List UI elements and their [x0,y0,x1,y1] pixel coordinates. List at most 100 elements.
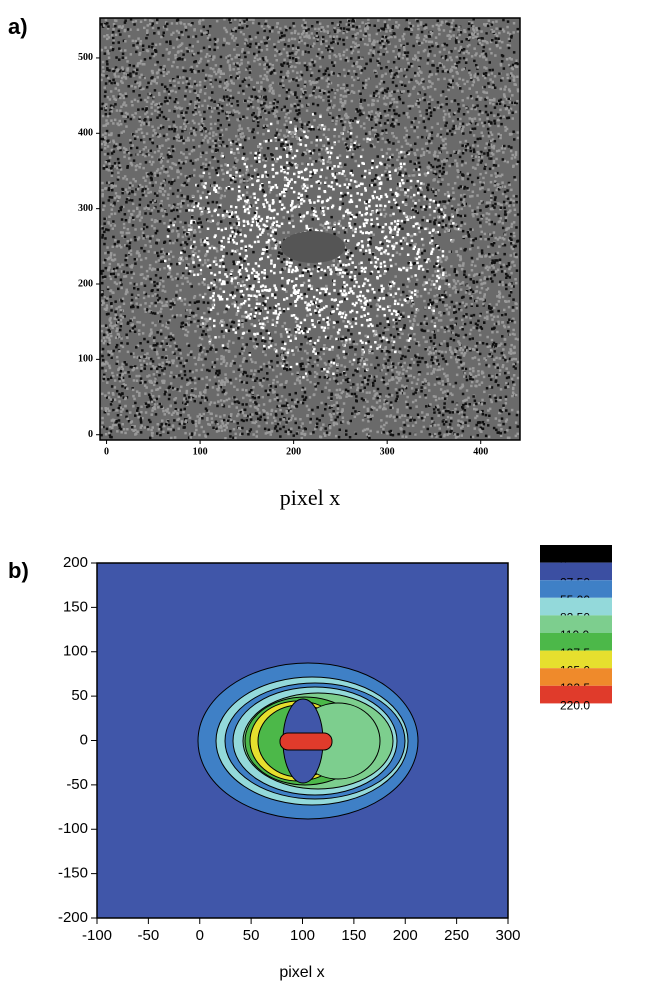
pixel [246,117,249,120]
pixel [368,52,371,55]
pixel [241,348,244,351]
pixel [405,370,408,373]
pixel [443,402,446,405]
pixel [135,283,138,286]
pixel [313,169,316,172]
pixel [103,337,106,340]
pixel [371,110,374,113]
pixel [280,39,283,42]
pixel [383,273,386,276]
pixel [388,165,391,168]
pixel [273,272,276,275]
pixel [184,182,187,185]
pixel [364,278,367,281]
pixel [504,210,507,213]
pixel [269,205,272,208]
pixel [112,122,115,125]
pixel [139,219,142,222]
pixel [361,267,364,270]
pixel [443,78,446,81]
pixel [488,143,491,146]
pixel [232,97,235,100]
pixel [360,291,363,294]
pixel [367,420,370,423]
pixel [312,128,315,131]
pixel [445,375,448,378]
pixel [313,37,316,40]
pixel [494,198,497,201]
pixel [488,223,491,226]
pixel [264,354,267,357]
pixel [322,318,325,321]
pixel [136,409,139,412]
pixel [258,215,261,218]
pixel [288,95,291,98]
pixel [190,321,193,324]
pixel [203,430,206,433]
pixel [236,415,239,418]
pixel [342,54,345,57]
pixel [180,50,183,53]
pixel [128,210,131,213]
pixel [118,58,121,61]
pixel [415,356,418,359]
pixel [179,167,182,170]
pixel [343,83,346,86]
pixel [457,103,460,106]
pixel [201,378,204,381]
pixel [478,253,481,256]
pixel [207,191,210,194]
pixel [342,344,345,347]
pixel [417,106,420,109]
pixel [246,220,249,223]
pixel [477,73,480,76]
pixel [274,46,277,49]
pixel [221,229,224,232]
pixel [444,147,447,150]
pixel [107,413,110,416]
pixel [312,431,315,434]
pixel [381,288,384,291]
pixel [369,138,372,141]
pixel [386,317,389,320]
pixel [249,196,252,199]
pixel [159,300,162,303]
pixel [151,43,154,46]
pixel [254,241,256,244]
pixel [479,225,482,228]
pixel [102,74,105,77]
pixel [243,33,246,36]
pixel [311,163,314,166]
pixel [463,29,466,32]
pixel [123,72,126,75]
pixel [359,93,362,96]
pixel [220,73,223,76]
pixel [225,379,228,382]
pixel [285,328,288,331]
pixel [481,132,484,135]
pixel [132,217,135,220]
pixel [130,271,133,274]
pixel [144,19,147,22]
pixel [402,54,405,57]
pixel [463,48,466,51]
pixel [348,20,351,23]
pixel [474,427,477,430]
pixel [332,106,335,109]
pixel [337,293,340,296]
pixel [156,351,159,354]
pixel [294,155,297,158]
pixel [160,200,163,203]
pixel [511,409,514,412]
pixel [451,401,454,404]
pixel [215,79,218,82]
pixel [318,336,321,339]
pixel [326,370,329,373]
pixel [446,363,449,366]
pixel [327,397,330,400]
pixel [429,203,432,206]
pixel [276,394,279,397]
pixel [151,281,154,284]
pixel [138,333,141,336]
pixel [212,427,215,430]
